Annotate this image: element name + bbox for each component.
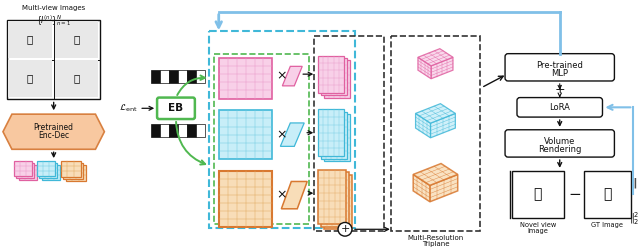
Text: $\{I^{(n)}\}_{n=1}^{N}$: $\{I^{(n)}\}_{n=1}^{N}$ (36, 13, 71, 28)
FancyBboxPatch shape (517, 98, 602, 117)
Bar (61, 161, 81, 177)
Bar (54, 61, 99, 97)
Polygon shape (282, 182, 307, 209)
Bar (321, 58, 347, 95)
Bar (219, 58, 273, 99)
Polygon shape (413, 174, 430, 202)
Bar (512, 171, 564, 218)
FancyBboxPatch shape (505, 54, 614, 81)
Bar (318, 56, 344, 93)
Bar (324, 61, 350, 98)
Polygon shape (430, 174, 458, 202)
Bar (584, 171, 631, 218)
Polygon shape (431, 113, 455, 138)
Bar (36, 161, 54, 176)
Bar (219, 171, 273, 227)
Text: Multi-view Images: Multi-view Images (22, 5, 85, 11)
Polygon shape (280, 123, 304, 146)
Text: $\times$: $\times$ (276, 128, 287, 141)
Bar (54, 21, 99, 58)
Text: $\mathcal{L}_{\rm ent}$: $\mathcal{L}_{\rm ent}$ (118, 103, 137, 114)
Text: +: + (340, 224, 349, 234)
Bar (318, 170, 346, 225)
Bar (63, 163, 83, 179)
Polygon shape (415, 113, 431, 138)
Text: +: + (554, 83, 565, 96)
Bar (178, 124, 187, 137)
Bar (151, 124, 160, 137)
Text: $\times$: $\times$ (276, 189, 287, 202)
Circle shape (338, 223, 352, 236)
Text: EB: EB (168, 103, 184, 113)
Bar (321, 112, 347, 159)
Text: Enc-Dec: Enc-Dec (38, 131, 69, 140)
Bar (39, 163, 57, 178)
Polygon shape (3, 114, 104, 149)
Bar (314, 36, 384, 231)
Text: LoRA: LoRA (549, 103, 570, 112)
Text: 🦓: 🦓 (534, 187, 542, 201)
Polygon shape (418, 49, 453, 66)
Bar (169, 70, 178, 83)
Text: GT Image: GT Image (591, 223, 623, 228)
Polygon shape (415, 104, 455, 123)
Text: Image: Image (527, 228, 548, 234)
Text: Volume: Volume (544, 137, 575, 146)
Text: Rendering: Rendering (538, 145, 581, 154)
Bar (187, 124, 196, 137)
Polygon shape (282, 66, 302, 86)
Bar (318, 109, 344, 156)
Bar (17, 163, 35, 178)
Bar (324, 175, 352, 229)
Bar (8, 61, 52, 97)
Bar (151, 70, 160, 83)
Polygon shape (413, 164, 458, 185)
Bar (169, 124, 178, 137)
Text: 🦓: 🦓 (74, 35, 79, 44)
Text: Multi-Resolution: Multi-Resolution (407, 235, 463, 241)
Bar (187, 70, 196, 83)
Bar (390, 36, 480, 231)
Bar (324, 114, 350, 161)
Text: 🦓: 🦓 (604, 187, 612, 201)
Text: Pretrained: Pretrained (34, 123, 74, 132)
Text: 🦓: 🦓 (27, 74, 33, 83)
Text: −: − (568, 187, 581, 202)
Text: $\times$: $\times$ (276, 70, 287, 82)
FancyBboxPatch shape (157, 98, 195, 119)
Bar (19, 165, 36, 180)
Text: Pre-trained: Pre-trained (536, 61, 583, 70)
Bar (178, 70, 187, 83)
Bar (209, 31, 355, 228)
Text: 🦓: 🦓 (74, 74, 79, 83)
Text: Novel view: Novel view (520, 223, 556, 228)
Bar (160, 124, 169, 137)
Polygon shape (418, 57, 431, 79)
Bar (196, 70, 205, 83)
Bar (214, 54, 309, 225)
Bar (219, 110, 273, 159)
Bar (66, 165, 86, 181)
Bar (196, 124, 205, 137)
Polygon shape (431, 57, 453, 79)
Bar (8, 21, 52, 58)
FancyBboxPatch shape (505, 130, 614, 157)
Text: 🦓: 🦓 (27, 35, 33, 44)
Bar (42, 165, 60, 180)
Text: MLP: MLP (551, 69, 568, 78)
Bar (160, 70, 169, 83)
Bar (14, 161, 32, 176)
Text: Triplane: Triplane (422, 241, 449, 247)
Text: $\Vert_2^2$: $\Vert_2^2$ (629, 210, 639, 226)
Text: $\Vert$: $\Vert$ (631, 176, 637, 190)
Bar (321, 172, 349, 227)
Bar (7, 21, 100, 99)
